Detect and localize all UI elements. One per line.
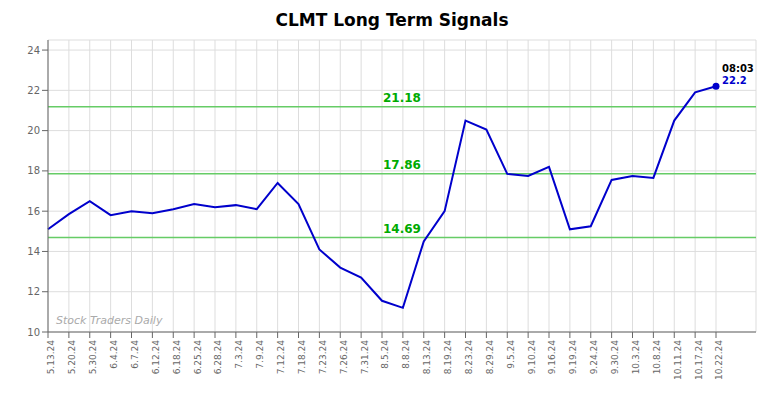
svg-text:5.13.24: 5.13.24 (46, 340, 56, 375)
svg-text:7.3.24: 7.3.24 (234, 340, 244, 369)
svg-text:8.5.24: 8.5.24 (380, 340, 390, 369)
svg-text:14: 14 (27, 246, 40, 257)
svg-text:9.19.24: 9.19.24 (568, 340, 578, 375)
svg-text:10.8.24: 10.8.24 (652, 340, 662, 375)
svg-text:6.28.24: 6.28.24 (213, 340, 223, 375)
svg-text:9.16.24: 9.16.24 (547, 340, 557, 375)
svg-text:22.2: 22.2 (722, 75, 747, 86)
svg-text:7.31.24: 7.31.24 (360, 340, 370, 375)
svg-text:6.25.24: 6.25.24 (193, 340, 203, 375)
svg-text:8.19.24: 8.19.24 (443, 340, 453, 375)
svg-text:7.23.24: 7.23.24 (318, 340, 328, 375)
svg-text:6.7.24: 6.7.24 (130, 340, 140, 369)
svg-text:10.11.24: 10.11.24 (673, 340, 683, 380)
svg-text:7.18.24: 7.18.24 (297, 340, 307, 375)
svg-text:10.17.24: 10.17.24 (694, 340, 704, 380)
svg-text:12: 12 (27, 286, 40, 297)
svg-text:9.30.24: 9.30.24 (610, 340, 620, 375)
svg-text:08:03: 08:03 (722, 63, 754, 74)
svg-text:7.9.24: 7.9.24 (255, 340, 265, 369)
svg-text:9.5.24: 9.5.24 (506, 340, 516, 369)
svg-text:10: 10 (27, 327, 40, 338)
svg-text:14.69: 14.69 (383, 222, 421, 236)
svg-text:18: 18 (27, 165, 40, 176)
svg-text:6.12.24: 6.12.24 (151, 340, 161, 375)
svg-text:9.10.24: 9.10.24 (527, 340, 537, 375)
svg-text:20: 20 (27, 125, 40, 136)
svg-text:7.12.24: 7.12.24 (276, 340, 286, 375)
svg-text:6.18.24: 6.18.24 (172, 340, 182, 375)
svg-text:8.29.24: 8.29.24 (485, 340, 495, 375)
svg-text:22: 22 (27, 85, 40, 96)
html-text:CLMT Long Term Signals: CLMT Long Term Signals (275, 10, 509, 30)
svg-text:6.4.24: 6.4.24 (109, 340, 119, 369)
svg-text:9.24.24: 9.24.24 (589, 340, 599, 375)
svg-text:8.23.24: 8.23.24 (464, 340, 474, 375)
svg-text:8.13.24: 8.13.24 (422, 340, 432, 375)
svg-text:8.8.24: 8.8.24 (401, 340, 411, 369)
svg-text:10.3.24: 10.3.24 (631, 340, 641, 375)
svg-text:24: 24 (27, 45, 40, 56)
svg-text:10.22.24: 10.22.24 (714, 340, 724, 380)
svg-text:17.86: 17.86 (383, 158, 421, 172)
svg-text:21.18: 21.18 (383, 91, 421, 105)
svg-text:16: 16 (27, 206, 40, 217)
svg-text:5.20.24: 5.20.24 (67, 340, 77, 375)
svg-text:Stock Traders Daily: Stock Traders Daily (56, 314, 163, 327)
svg-text:7.26.24: 7.26.24 (339, 340, 349, 375)
svg-text:5.30.24: 5.30.24 (88, 340, 98, 375)
